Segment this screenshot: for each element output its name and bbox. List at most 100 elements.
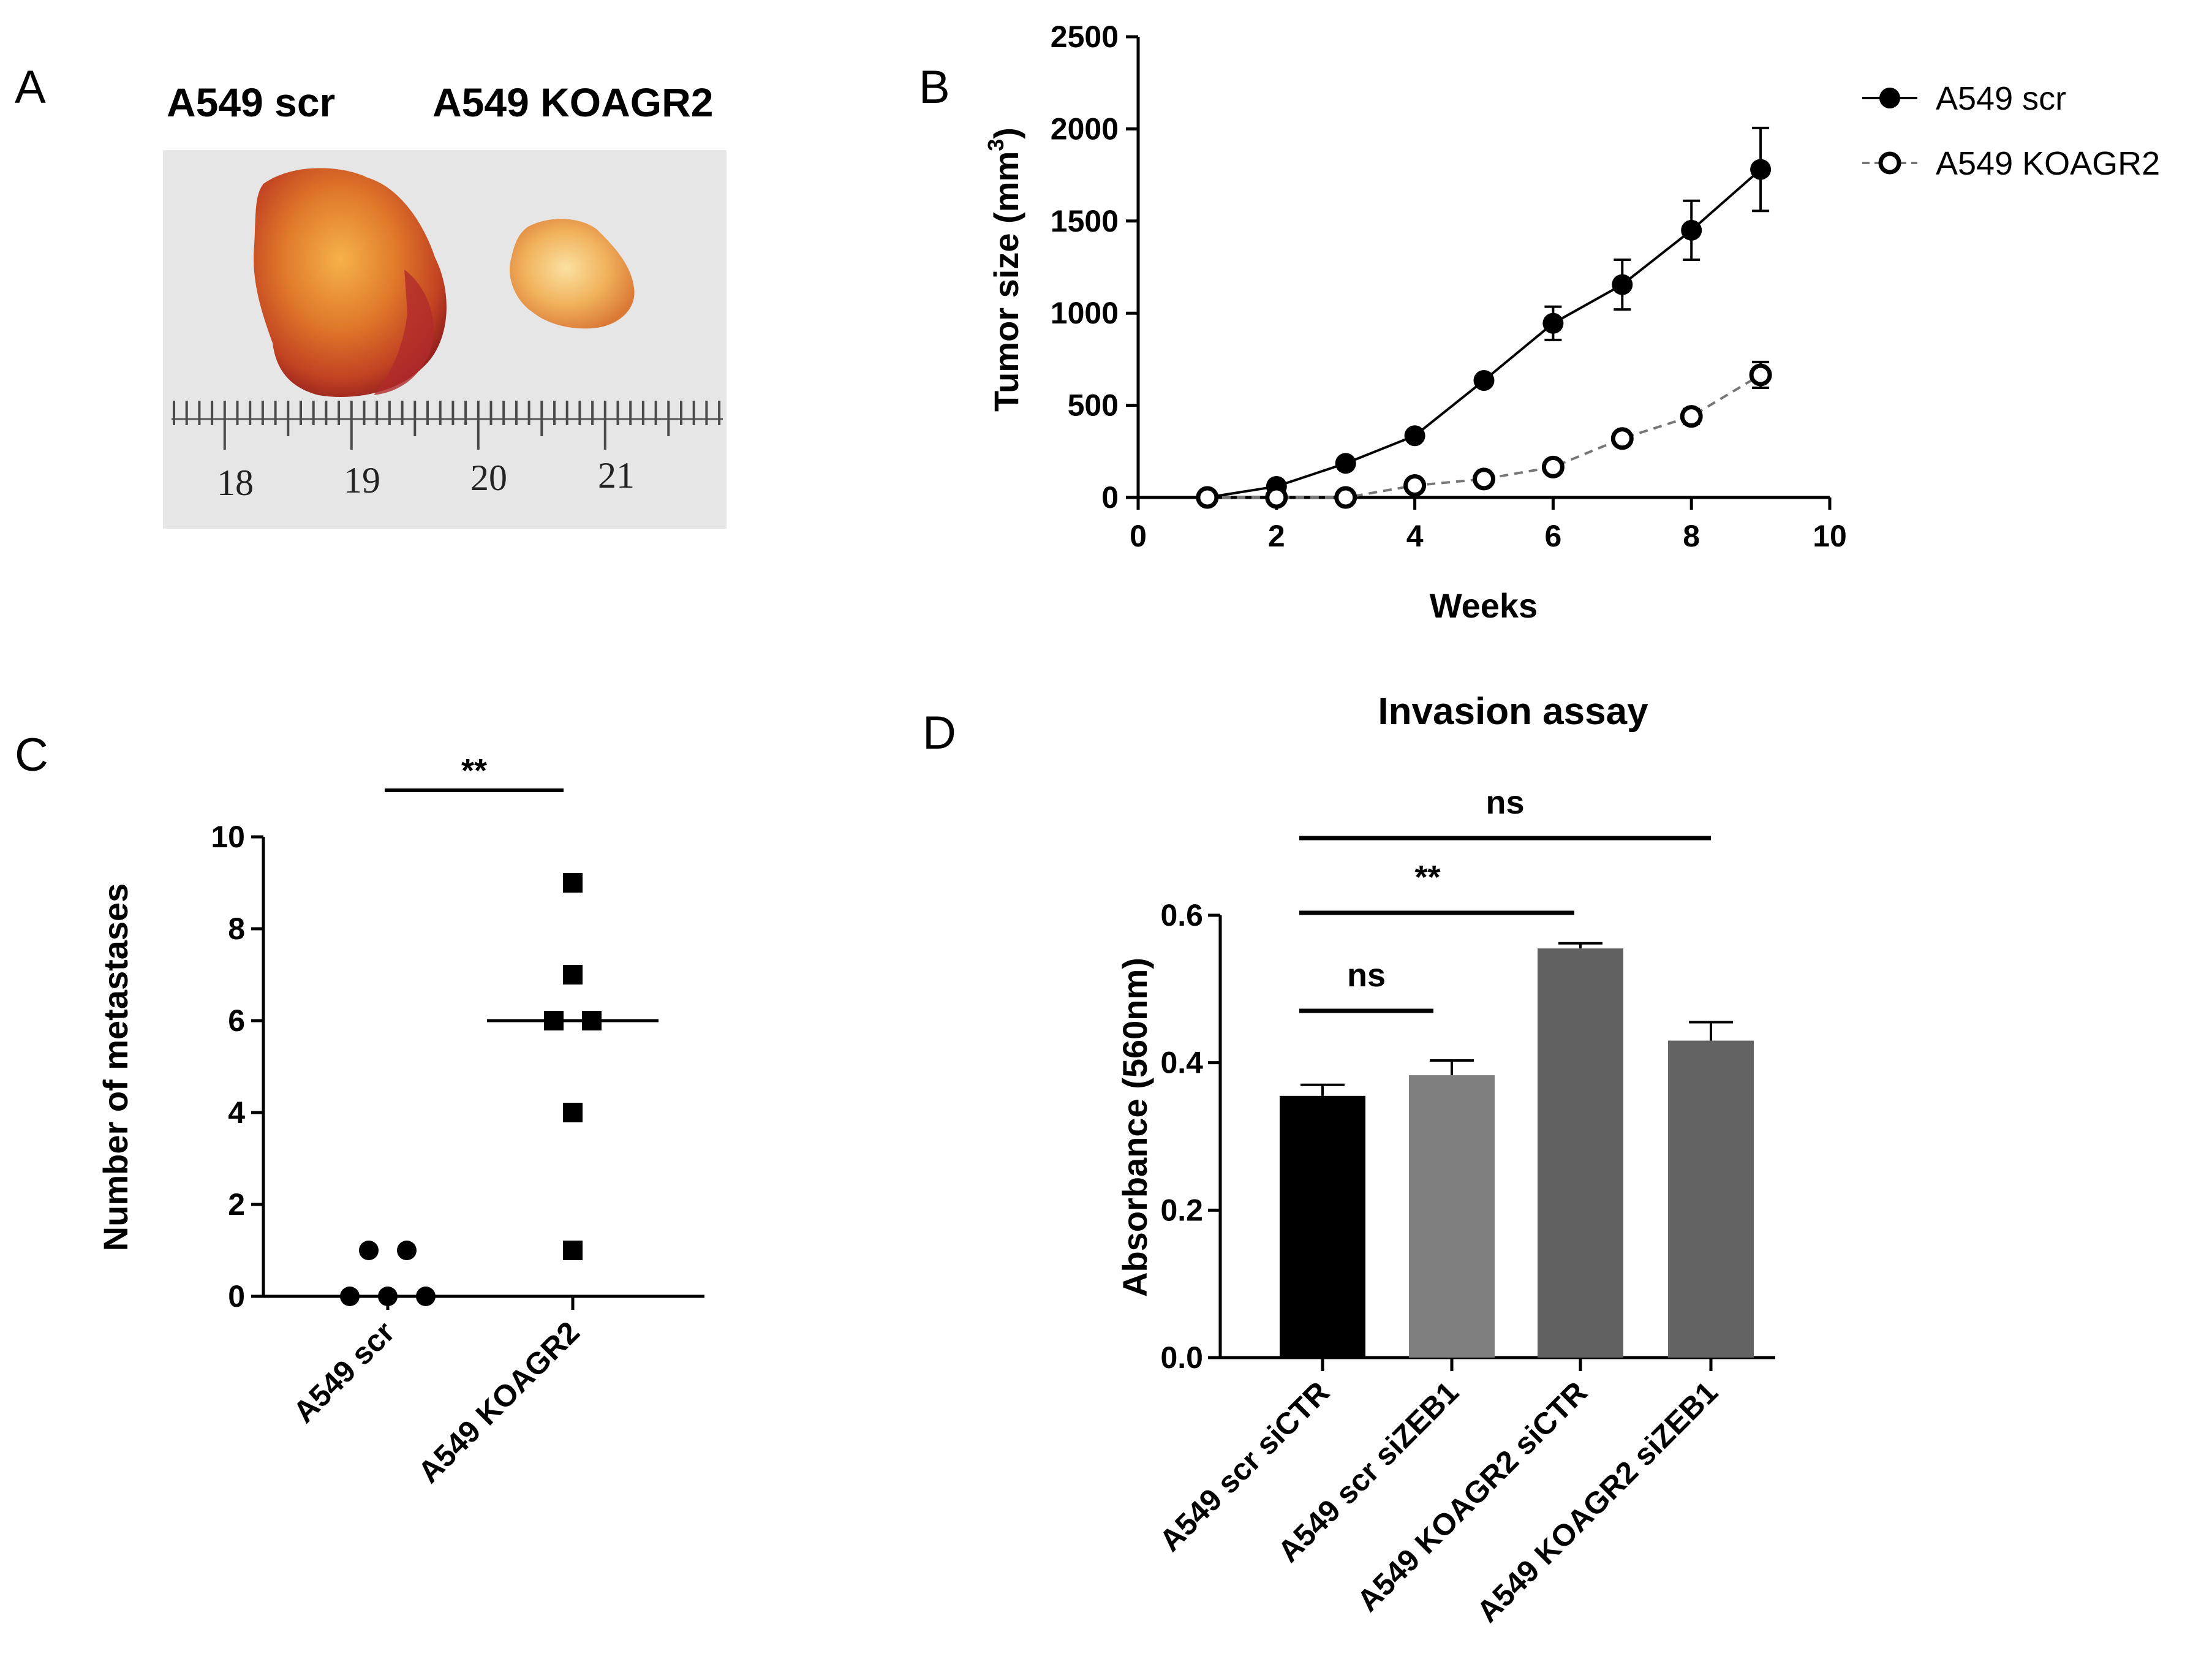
chart-d-sig-label: ns (1485, 784, 1524, 821)
legend-label: A549 scr (1936, 80, 2066, 117)
chart-b-point-scr (1681, 219, 1702, 241)
chart-b-point-koagr2 (1473, 467, 1495, 491)
panel-a-letter: A (15, 61, 46, 113)
chart-b-point-koagr2 (1610, 427, 1634, 450)
chart-b-point-koagr2 (1749, 363, 1772, 387)
chart-b-xlabel: Weeks (1430, 586, 1538, 625)
chart-d-sig-label: ns (1347, 957, 1386, 994)
chart-c-ytick-label: 10 (211, 820, 245, 854)
panel-a: A A549 scr A549 KOAGR2 18 19 20 21 (15, 61, 727, 529)
chart-c-point-scr (340, 1287, 360, 1306)
panel-c-letter: C (15, 729, 48, 781)
chart-d-title: Invasion assay (1378, 690, 1648, 733)
panel-c: C 0 2 4 6 8 10 A549 scr A549 KOAGR2 Number of m… (15, 729, 704, 1489)
chart-b-xtick-label: 2 (1268, 519, 1285, 553)
tumor-large-shadow (374, 270, 434, 395)
chart-b-xtick-label: 10 (1813, 519, 1847, 553)
ruler-number-19: 19 (344, 460, 380, 501)
legend-label: A549 KOAGR2 (1936, 145, 2160, 182)
chart-c-ytick-label: 0 (228, 1279, 245, 1313)
chart-b-series-line (1207, 168, 1762, 499)
chart-b-series-line (1207, 374, 1762, 499)
chart-b-legend: A549 scr A549 KOAGR2 (1862, 80, 2160, 182)
chart-c-point-scr (378, 1287, 398, 1306)
chart-b-ytick-label: 1000 (1051, 296, 1119, 330)
chart-d-bar (1280, 1095, 1365, 1358)
chart-b-ytick-label: 2000 (1051, 111, 1119, 146)
legend-marker (1878, 151, 1901, 175)
ruler-number-21: 21 (598, 455, 635, 496)
chart-d-xtick-label: A549 KOAGR2 siZEB1 (1470, 1375, 1724, 1629)
ruler: 18 19 20 21 (172, 401, 723, 503)
chart-b-point-scr (1542, 312, 1564, 334)
chart-b-point-scr (1612, 274, 1633, 295)
chart-c-xtick-label: A549 scr (287, 1315, 401, 1429)
chart-c-ytick-label: 8 (228, 912, 245, 946)
chart-b-point-koagr2 (1334, 486, 1357, 509)
chart-b-ytick-label: 2500 (1051, 20, 1119, 54)
tumor-small (509, 219, 635, 329)
chart-c-point-scr (359, 1241, 379, 1260)
chart-d-bars (1280, 942, 1754, 1358)
chart-b-axes: 0 500 1000 1500 2000 2500 0 2 4 6 8 10 (1051, 20, 1847, 553)
chart-d-ytick-label: 0.6 (1160, 898, 1203, 932)
chart-c-point-koagr2 (563, 965, 583, 985)
tumor-photo: 18 19 20 21 (163, 150, 727, 529)
chart-b-point-scr (1404, 425, 1425, 447)
chart-b-ytick-label: 0 (1101, 480, 1119, 515)
chart-c-sig-label: ** (461, 752, 487, 789)
chart-c-xtick-label: A549 KOAGR2 (412, 1315, 586, 1489)
chart-c-point-koagr2 (563, 1103, 583, 1122)
chart-d-ytick-label: 0.0 (1160, 1340, 1203, 1375)
tumor-large (254, 168, 447, 397)
chart-b-xtick-label: 4 (1406, 519, 1424, 553)
chart-c-axes: 0 2 4 6 8 10 A549 scr A549 KOAGR2 (211, 820, 704, 1489)
chart-b-point-koagr2 (1541, 455, 1565, 478)
chart-d-ytick-label: 0.2 (1160, 1193, 1203, 1227)
panel-b-letter: B (919, 61, 950, 113)
panel-d-letter: D (923, 707, 956, 759)
chart-d-sig-label: ** (1414, 859, 1440, 896)
chart-b-xtick-label: 6 (1544, 519, 1561, 553)
chart-c-ytick-label: 4 (228, 1095, 245, 1130)
chart-b-point-scr (1473, 369, 1495, 391)
chart-c-points (302, 873, 659, 1306)
chart-c-significance: ** (385, 752, 564, 792)
chart-b-ylabel: Tumor size (mm3) (983, 127, 1025, 412)
ruler-ticks (173, 401, 721, 450)
chart-b-point-koagr2 (1403, 474, 1427, 497)
chart-d-bar (1409, 1075, 1495, 1358)
ruler-number-18: 18 (217, 463, 254, 503)
chart-c-ytick-label: 6 (228, 1003, 245, 1038)
chart-c-point-scr (397, 1241, 417, 1260)
photo-label-koagr2: A549 KOAGR2 (432, 80, 714, 125)
chart-c-point-koagr2 (563, 1241, 583, 1260)
chart-c-point-koagr2 (544, 1011, 564, 1030)
chart-c-point-koagr2 (563, 873, 583, 893)
chart-c-point-scr (416, 1287, 436, 1306)
legend-marker (1879, 88, 1900, 108)
chart-d-ylabel: Absorbance (560nm) (1115, 958, 1154, 1297)
chart-b-ytick-label: 500 (1068, 388, 1119, 423)
chart-b-point-scr (1750, 159, 1772, 180)
chart-b-point-koagr2 (1196, 486, 1219, 509)
chart-b-xtick-label: 0 (1130, 519, 1147, 553)
chart-c-point-koagr2 (582, 1011, 602, 1030)
chart-b-point-koagr2 (1265, 486, 1288, 509)
chart-b-series (1196, 126, 1772, 509)
chart-b-xtick-label: 8 (1683, 519, 1700, 553)
chart-c-ytick-label: 2 (228, 1187, 245, 1222)
panel-b: B 0 500 1000 1500 2000 2500 0 2 4 6 8 10 Weeks Tumo… (919, 20, 2160, 625)
chart-d-bar (1668, 1040, 1754, 1358)
chart-b-ytick-label: 1500 (1051, 204, 1119, 238)
chart-b-point-koagr2 (1680, 405, 1703, 428)
photo-label-scr: A549 scr (167, 80, 335, 125)
chart-d-significance: ns ** ns (1299, 784, 1711, 1013)
ruler-number-20: 20 (470, 458, 507, 498)
chart-d-xtick-label: A549 KOAGR2 siCTR (1351, 1375, 1594, 1618)
chart-b-point-scr (1335, 453, 1356, 474)
chart-c-ylabel: Number of metastases (96, 883, 135, 1252)
chart-d-bar (1538, 948, 1623, 1358)
chart-d-ytick-label: 0.4 (1160, 1046, 1203, 1080)
